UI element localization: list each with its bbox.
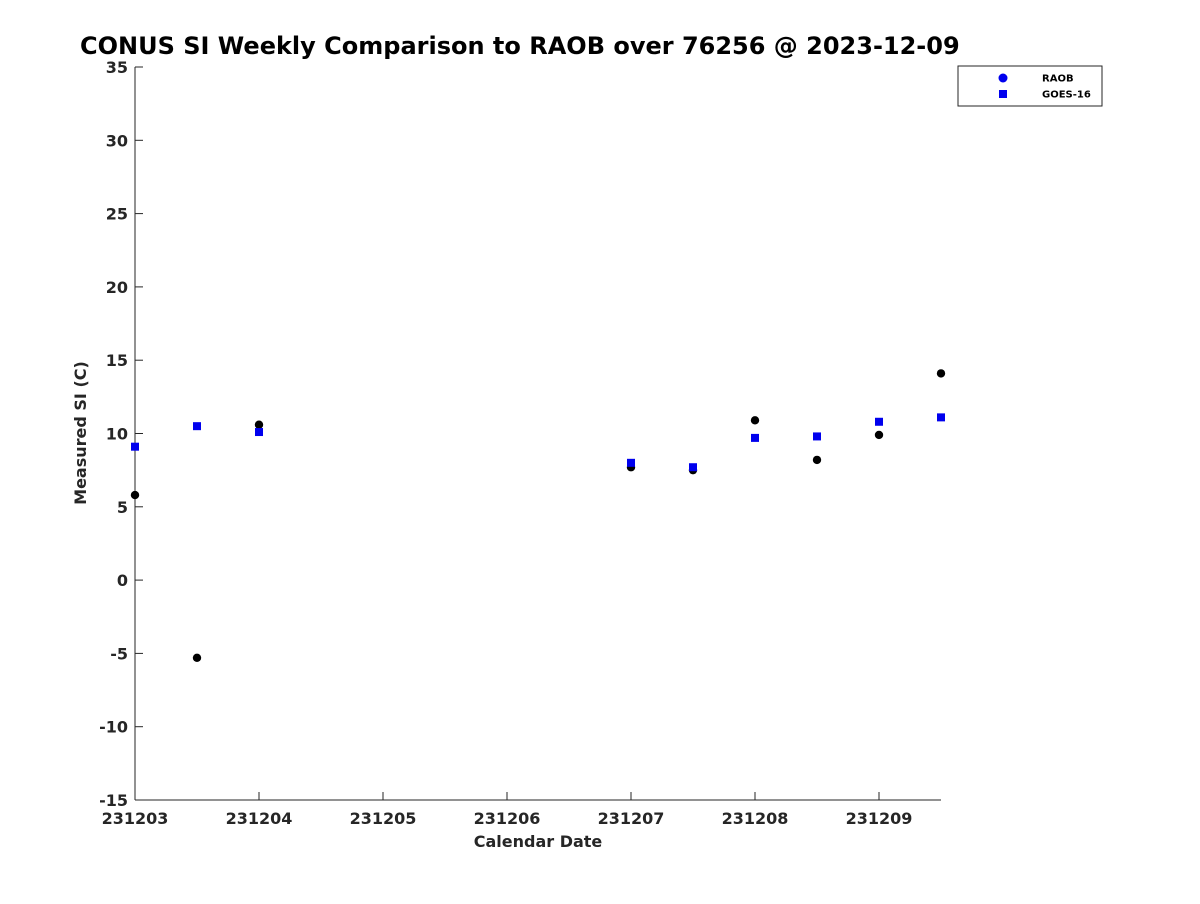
y-tick-label: 0 [117, 571, 128, 590]
series-raob [130, 369, 946, 662]
x-tick-label: 231205 [350, 809, 417, 828]
raob-point [750, 416, 760, 425]
y-tick-label: 35 [106, 58, 128, 77]
y-tick-label: 10 [106, 425, 128, 444]
raob-point [254, 420, 264, 429]
raob-point [130, 490, 140, 500]
x-tick-label: 231203 [102, 809, 169, 828]
y-tick-label: 25 [106, 205, 128, 224]
y-tick-label: -5 [110, 644, 128, 663]
y-tick-label: 30 [106, 131, 128, 150]
raob-point [812, 455, 822, 465]
goes-16-point [131, 442, 139, 451]
y-tick-label: -15 [99, 791, 128, 810]
goes-16-point [255, 428, 263, 437]
legend-box [957, 65, 1103, 107]
legend-label: GOES-16 [1042, 90, 1091, 101]
raob-point [874, 430, 884, 440]
x-tick-label: 231207 [598, 809, 665, 828]
x-tick-label: 231204 [226, 809, 293, 828]
x-tick-label: 231206 [474, 809, 541, 828]
legend-label: RAOB [1042, 74, 1074, 85]
legend-goes-16-marker [999, 90, 1007, 98]
x-tick-label: 231208 [722, 809, 789, 828]
raob-point [936, 369, 946, 378]
goes-16-point [193, 422, 201, 431]
raob-point [192, 653, 202, 662]
goes-16-point [813, 432, 821, 441]
goes-16-point [627, 458, 635, 467]
legend-raob-marker [998, 73, 1008, 83]
series-goes-16 [131, 413, 945, 472]
x-tick-label: 231209 [846, 809, 913, 828]
y-tick-label: 5 [117, 498, 128, 517]
y-tick-label: 15 [106, 351, 128, 370]
goes-16-point [751, 433, 759, 442]
goes-16-point [689, 463, 697, 472]
y-tick-label: 20 [106, 278, 128, 297]
x-axis-label: Calendar Date [474, 832, 603, 851]
goes-16-point [875, 417, 883, 426]
chart-title: CONUS SI Weekly Comparison to RAOB over … [80, 32, 960, 60]
goes-16-point [937, 413, 945, 422]
y-axis-label: Measured SI (C) [71, 361, 90, 505]
y-tick-label: -10 [99, 718, 128, 737]
